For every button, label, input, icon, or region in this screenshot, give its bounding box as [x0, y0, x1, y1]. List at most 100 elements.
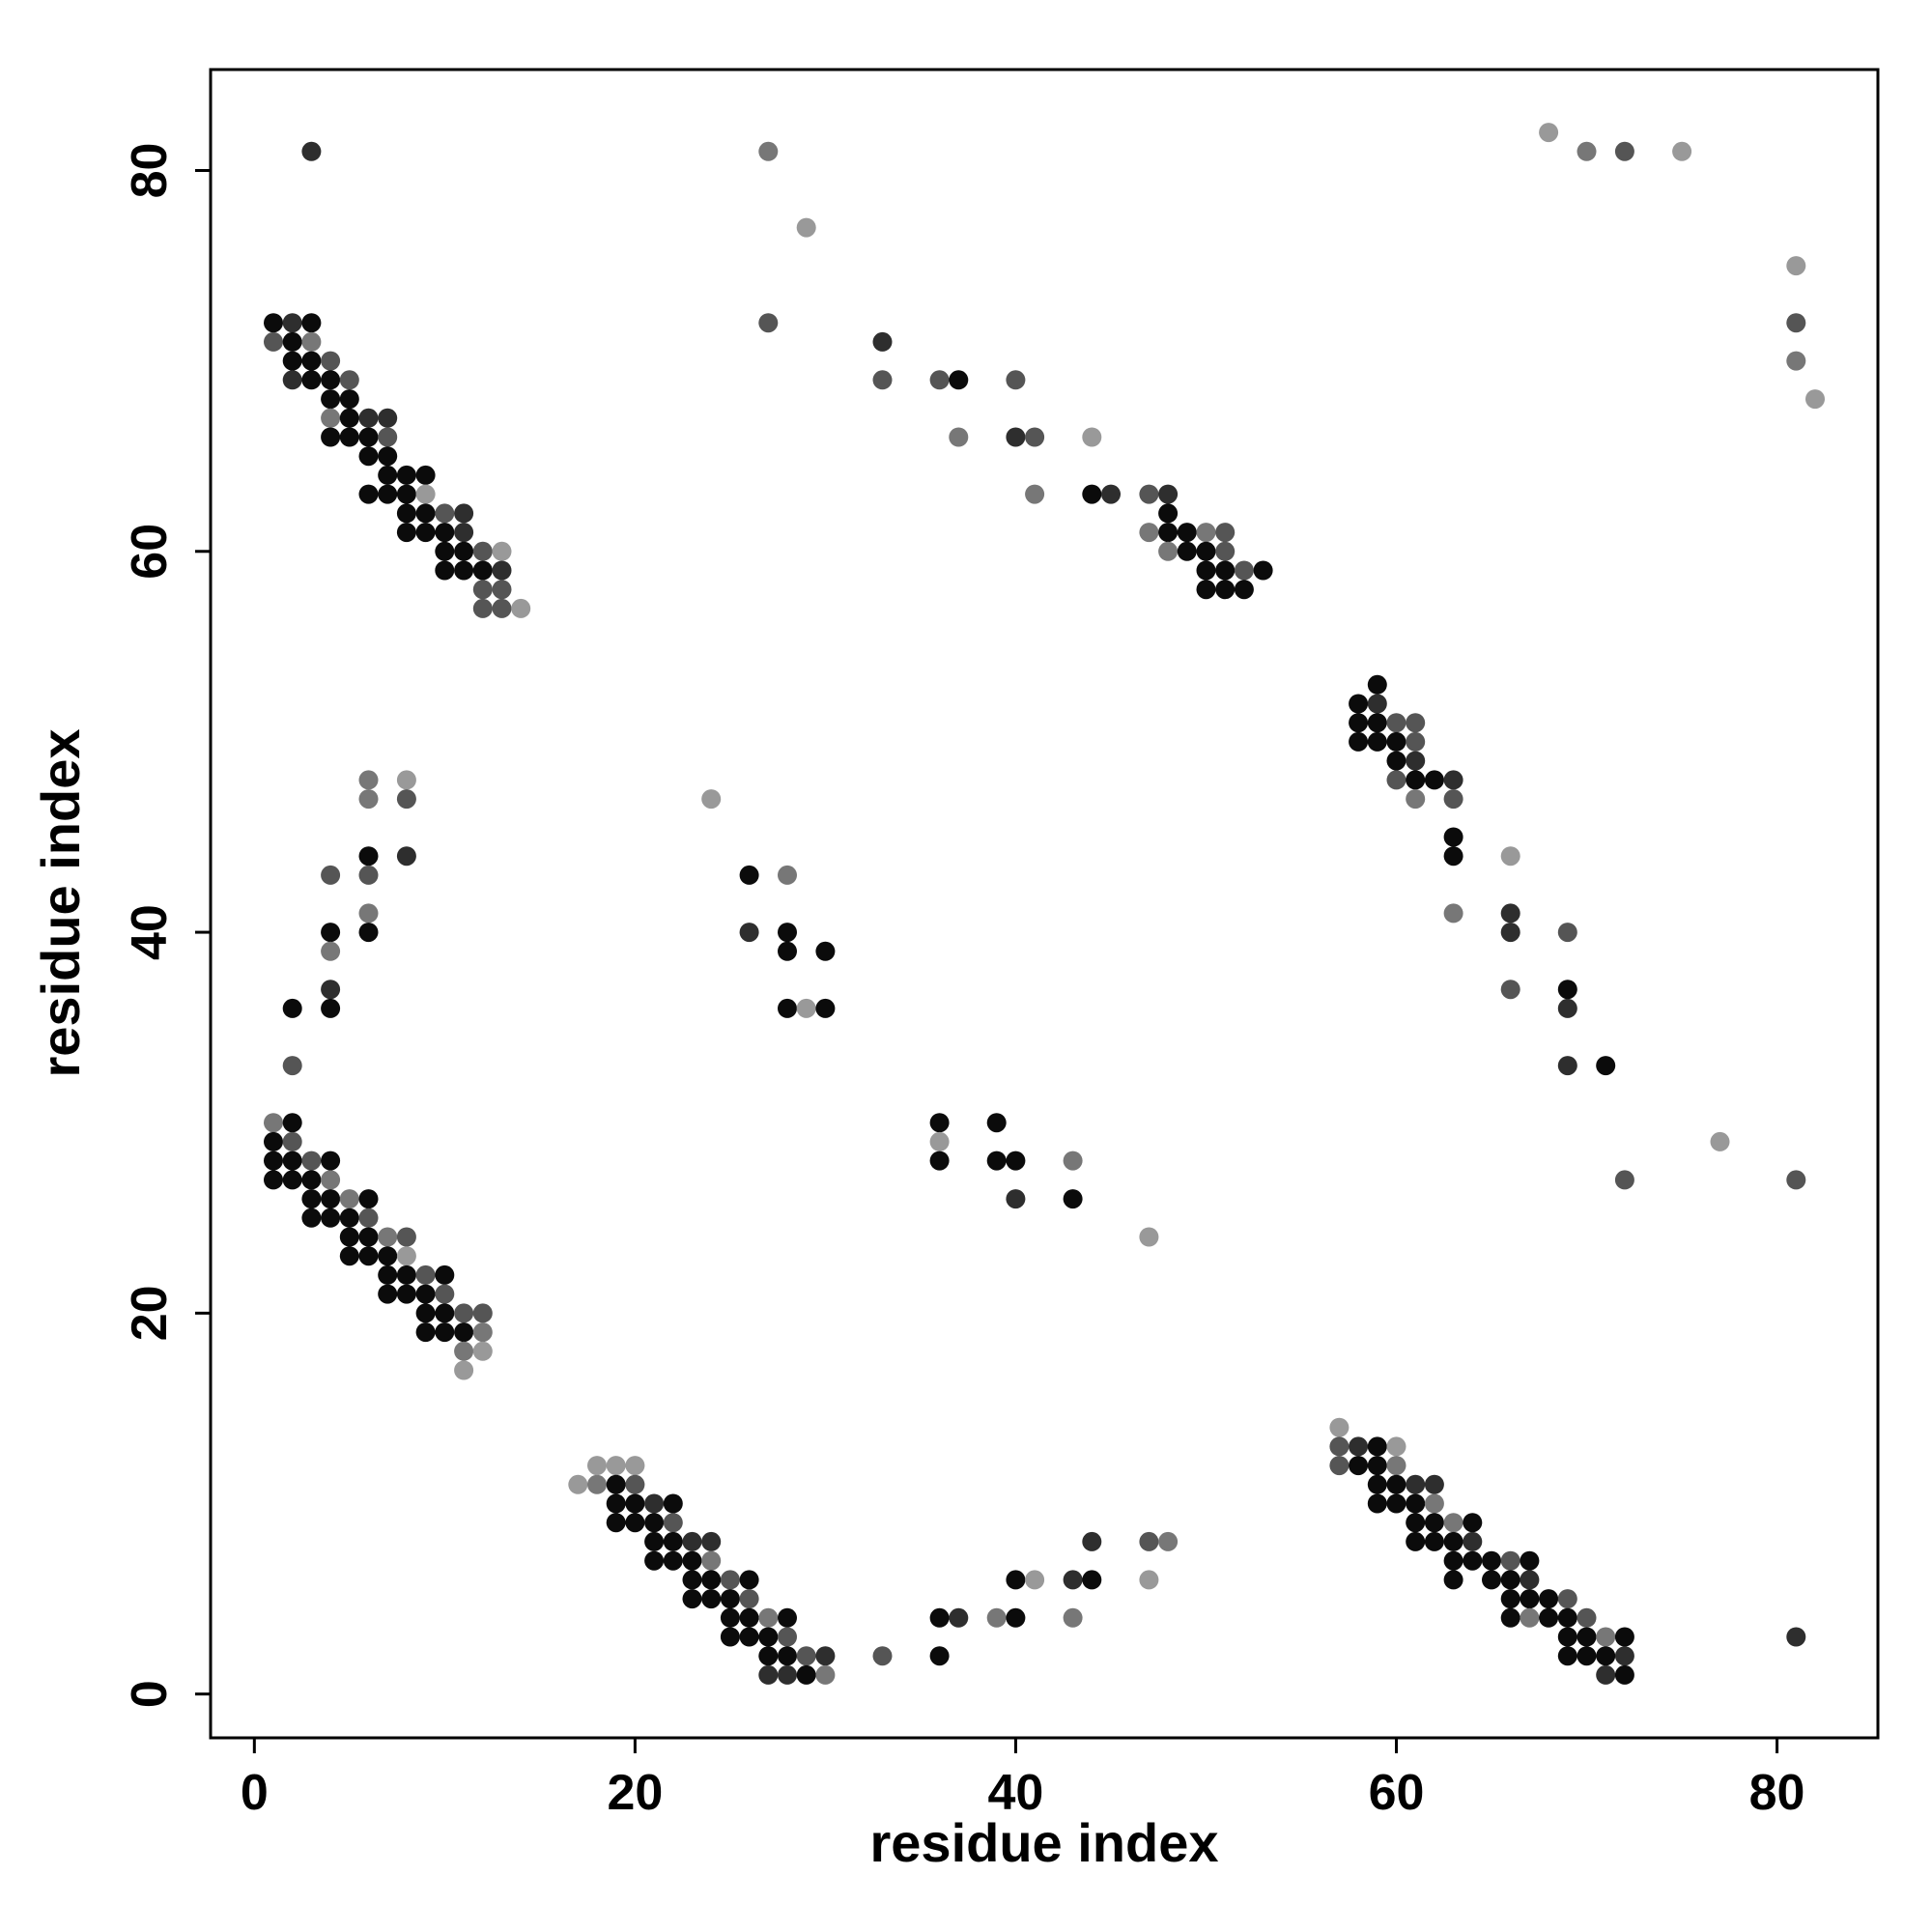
data-point [396, 846, 416, 867]
data-point [1406, 770, 1426, 790]
data-point [1063, 1570, 1083, 1590]
data-point [778, 1664, 797, 1685]
y-tick-label: 60 [122, 524, 178, 580]
data-point [1139, 484, 1159, 504]
data-point [396, 1284, 416, 1304]
data-point [282, 331, 302, 352]
data-point [1215, 580, 1236, 600]
data-point [1329, 1417, 1350, 1437]
data-point [358, 770, 379, 790]
data-point [1596, 1646, 1616, 1666]
data-point [625, 1474, 645, 1494]
data-point [378, 1246, 398, 1266]
data-point [1463, 1531, 1483, 1551]
data-point [1443, 770, 1463, 790]
data-point [778, 941, 797, 961]
data-point [1158, 503, 1179, 524]
data-point [606, 1474, 626, 1494]
data-point [701, 1550, 722, 1571]
data-point [1482, 1550, 1501, 1571]
data-point [321, 408, 341, 428]
data-point [625, 1456, 645, 1476]
data-point [1424, 1531, 1444, 1551]
data-point [1196, 580, 1216, 600]
data-point [339, 1246, 359, 1266]
data-point [435, 1322, 455, 1343]
data-point [815, 1646, 836, 1666]
data-point [415, 503, 436, 524]
data-point [415, 1322, 436, 1343]
data-point [778, 1627, 797, 1647]
data-point [682, 1550, 702, 1571]
data-point [264, 313, 283, 333]
data-point [1253, 560, 1273, 581]
data-point [1424, 1513, 1444, 1533]
data-point [739, 1607, 759, 1628]
x-axis: 0 20 40 60 80 [241, 1738, 1805, 1821]
data-point [415, 484, 436, 504]
data-point [301, 370, 322, 390]
data-point [720, 1589, 740, 1609]
data-point [1177, 523, 1197, 543]
data-point [454, 1303, 474, 1323]
data-point [1443, 827, 1463, 847]
data-point [1025, 484, 1045, 504]
data-point [644, 1531, 665, 1551]
data-point [492, 598, 512, 618]
data-point [1367, 731, 1387, 752]
data-point [358, 1227, 379, 1247]
data-point [454, 1360, 474, 1380]
data-point [1539, 1589, 1559, 1609]
data-point [663, 1531, 683, 1551]
data-point [1215, 523, 1236, 543]
data-point [1424, 770, 1444, 790]
data-point [1158, 1531, 1179, 1551]
data-point [1577, 1607, 1597, 1628]
data-point [1386, 713, 1406, 733]
data-point [321, 1189, 341, 1209]
data-point [301, 1189, 322, 1209]
data-point [358, 446, 379, 467]
data-point [321, 923, 341, 943]
data-point [663, 1493, 683, 1514]
data-point [815, 941, 836, 961]
data-point [872, 331, 893, 352]
data-point [1786, 1170, 1806, 1190]
data-point [1386, 770, 1406, 790]
data-point [606, 1513, 626, 1533]
data-point [1406, 1531, 1426, 1551]
data-point [1139, 1531, 1159, 1551]
data-point [1349, 713, 1369, 733]
data-point [1406, 731, 1426, 752]
data-point [358, 1246, 379, 1266]
data-point [1500, 1607, 1520, 1628]
data-point [282, 1131, 302, 1151]
data-point [1082, 1570, 1102, 1590]
data-point [358, 1189, 379, 1209]
data-point [1500, 980, 1520, 1000]
data-point [682, 1531, 702, 1551]
data-point [758, 1664, 779, 1685]
data-point [1406, 1474, 1426, 1494]
data-point [1006, 370, 1026, 390]
data-point [454, 523, 474, 543]
data-point [396, 1264, 416, 1285]
data-point [1006, 427, 1026, 447]
data-point [949, 427, 969, 447]
data-point [1082, 427, 1102, 447]
data-point [625, 1513, 645, 1533]
data-point [301, 1151, 322, 1171]
data-point [682, 1570, 702, 1590]
y-tick-label: 80 [122, 143, 178, 199]
data-point [454, 1322, 474, 1343]
data-point [1386, 1456, 1406, 1476]
data-point [492, 580, 512, 600]
data-point [1063, 1189, 1083, 1209]
data-point [264, 1131, 283, 1151]
data-point [358, 1208, 379, 1228]
data-point [796, 998, 816, 1018]
data-point [1386, 1474, 1406, 1494]
data-point [929, 1113, 950, 1133]
x-tick-label: 80 [1749, 1765, 1805, 1821]
data-point [1158, 523, 1179, 543]
